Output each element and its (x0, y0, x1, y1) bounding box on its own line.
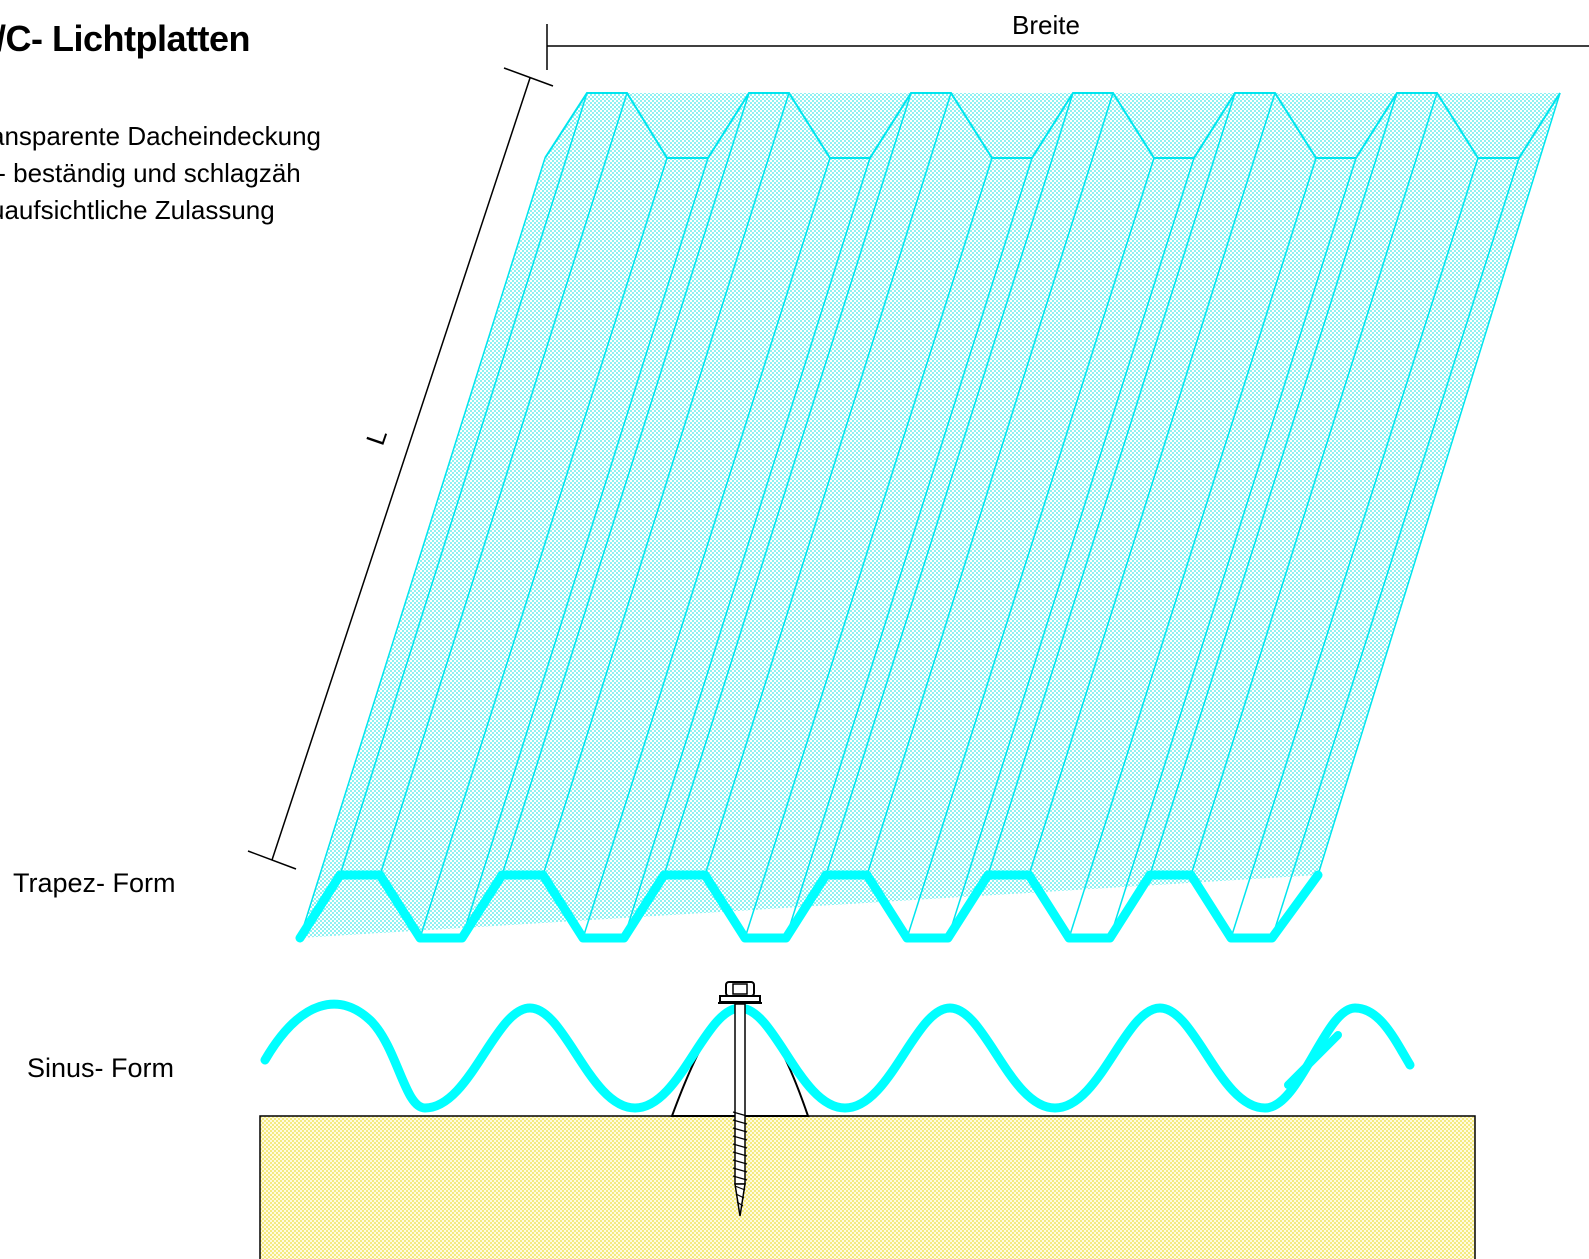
sinus-profile-label: Sinus- Form (27, 1053, 175, 1083)
feature-item: ansparente Dacheindeckung (0, 121, 322, 151)
sinus-overlap (1284, 1031, 1342, 1089)
width-dimension-label: Breite (1012, 10, 1080, 40)
support-beam (259, 1115, 1476, 1259)
feature-list: ansparente Dacheindeckung /- beständig u… (0, 118, 321, 229)
trapezoid-sheet (295, 92, 1561, 943)
length-label: L (360, 425, 393, 448)
screw-icon (718, 981, 762, 1217)
width-dimension (546, 24, 1589, 70)
page-title: /C- Lichtplatten (0, 18, 250, 59)
feature-item: uaufsichtliche Zulassung (0, 195, 275, 225)
feature-item: /- beständig und schlagzäh (0, 158, 301, 188)
trapezoid-profile-label: Trapez- Form (13, 868, 176, 898)
sinus-sheet (260, 999, 1415, 1113)
